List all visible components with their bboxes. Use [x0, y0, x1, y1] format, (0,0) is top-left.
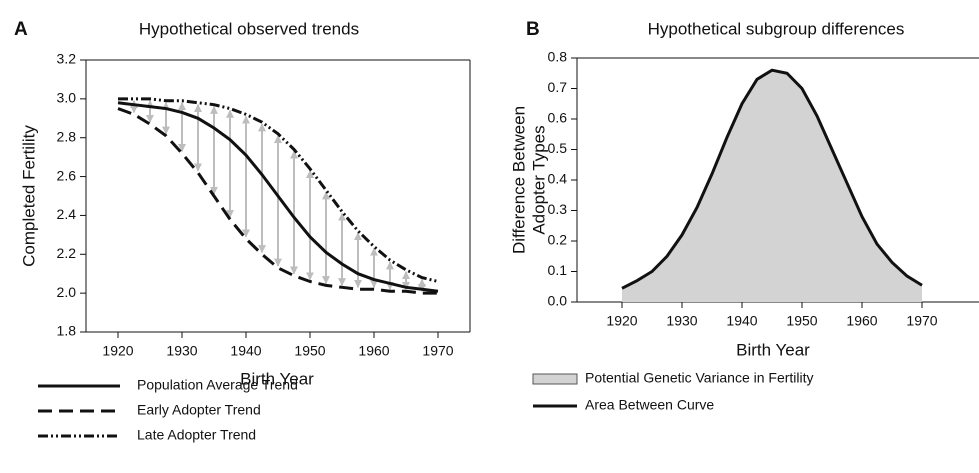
chart-title: Hypothetical subgroup differences: [648, 19, 905, 38]
y-tick-label: 0.0: [548, 293, 568, 309]
x-axis-label: Birth Year: [240, 369, 314, 388]
x-tick-label: 1940: [726, 313, 757, 329]
y-axis-label: Adopter Types: [529, 125, 548, 234]
y-tick-label: 2.8: [57, 128, 77, 144]
x-tick-label: 1920: [102, 343, 133, 359]
data-line: [118, 97, 439, 283]
y-tick-label: 0.4: [548, 171, 568, 187]
x-tick-label: 1950: [786, 313, 817, 329]
x-tick-label: 1930: [166, 343, 197, 359]
y-tick-label: 0.1: [548, 262, 568, 278]
x-tick-label: 1970: [906, 313, 937, 329]
y-tick-label: 2.2: [57, 245, 77, 261]
x-tick-label: 1940: [230, 343, 261, 359]
legend-label: Area Between Curve: [585, 397, 714, 413]
legend-label: Potential Genetic Variance in Fertility: [585, 370, 814, 386]
y-tick-label: 2.0: [57, 284, 77, 300]
y-tick-label: 3.2: [57, 51, 77, 67]
data-line: [117, 101, 439, 293]
y-tick-label: 3.0: [57, 90, 77, 106]
y-tick-label: 2.4: [57, 206, 77, 222]
x-tick-label: 1970: [422, 343, 453, 359]
legend-swatch: [532, 373, 578, 385]
x-tick-label: 1930: [666, 313, 697, 329]
panel: A Hypothetical observed trends Birth Year C…: [14, 19, 471, 443]
data-area: [622, 70, 922, 302]
y-tick-label: 0.6: [548, 110, 568, 126]
y-tick-label: 1.8: [57, 323, 77, 339]
panel-letter: B: [526, 19, 540, 40]
data-line: [117, 107, 438, 295]
legend-label: Population Average Trend: [137, 377, 298, 393]
chart-title: Hypothetical observed trends: [139, 19, 359, 38]
x-tick-label: 1920: [606, 313, 637, 329]
y-tick-label: 0.8: [548, 49, 568, 65]
panel-letter: A: [14, 19, 28, 40]
legend-label: Early Adopter Trend: [137, 402, 261, 418]
panel: B Hypothetical subgroup differences Birth …: [509, 19, 979, 413]
x-tick-label: 1960: [358, 343, 389, 359]
y-axis-label: Difference Between: [509, 106, 528, 254]
x-axis-label: Birth Year: [736, 340, 810, 359]
y-tick-label: 0.2: [548, 232, 568, 248]
y-tick-label: 0.3: [548, 201, 568, 217]
x-tick-label: 1960: [846, 313, 877, 329]
y-tick-label: 0.7: [548, 79, 568, 95]
legend-label: Late Adopter Trend: [137, 427, 256, 443]
x-tick-label: 1950: [294, 343, 325, 359]
y-tick-label: 2.6: [57, 167, 77, 183]
data-line: [621, 68, 923, 290]
y-axis-label: Completed Fertility: [19, 125, 38, 267]
y-tick-label: 0.5: [548, 140, 568, 156]
